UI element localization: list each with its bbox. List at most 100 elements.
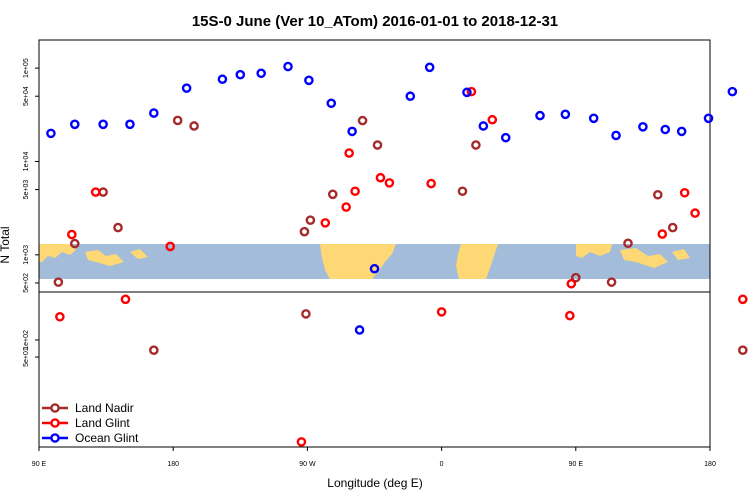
x-tick-label: 90 W xyxy=(299,461,316,468)
legend-label: Land Glint xyxy=(75,416,130,430)
x-axis: 90 E 180 90 W 0 90 E 180 xyxy=(32,447,716,468)
upper-land-glint-point xyxy=(320,218,331,228)
y-tick-label: 5e+02 xyxy=(23,273,30,293)
y-tick-label: 1e+05 xyxy=(23,58,30,78)
upper-ocean-glint-point xyxy=(660,124,671,135)
upper-land-glint-point xyxy=(426,178,436,189)
upper-land-glint-point xyxy=(384,178,395,188)
upper-land-nadir-point xyxy=(623,238,633,249)
map-land-africa xyxy=(456,244,498,279)
upper-ocean-glint-point xyxy=(703,113,714,124)
upper-ocean-glint-point xyxy=(69,119,80,130)
upper-ocean-glint-point xyxy=(326,98,337,109)
upper-land-glint-point xyxy=(165,241,176,252)
lower-land-glint-point xyxy=(565,310,575,321)
upper-ocean-glint-point xyxy=(462,87,472,98)
chart-title: 15S-0 June (Ver 10_ATom) 2016-01-01 to 2… xyxy=(192,13,558,30)
upper-land-nadir-point xyxy=(69,238,80,249)
upper-ocean-glint-point xyxy=(181,83,192,93)
upper-ocean-glint-point xyxy=(369,263,380,274)
upper-ocean-glint-point xyxy=(727,86,738,97)
x-tick-label: 180 xyxy=(704,461,716,468)
legend-marker xyxy=(50,418,60,428)
upper-ocean-glint-point xyxy=(560,109,571,120)
upper-ocean-glint-point xyxy=(676,126,687,137)
upper-land-nadir-point xyxy=(606,277,617,287)
map-land-australasia-right xyxy=(576,244,612,258)
upper-ocean-glint-point xyxy=(535,110,545,121)
upper-land-nadir-point xyxy=(53,277,64,287)
y-tick-label: 1e+04 xyxy=(23,152,30,172)
upper-land-glint-point xyxy=(67,229,77,240)
lower-land-glint-point xyxy=(436,307,447,317)
upper-land-nadir-point xyxy=(667,222,678,233)
upper-ocean-glint-point xyxy=(46,128,56,139)
upper-land-nadir-point xyxy=(172,115,183,126)
y-axis-upper: 5e+02 1e+03 5e+03 1e+04 5e+04 1e+05 xyxy=(23,58,39,293)
upper-ocean-glint-point xyxy=(500,132,511,143)
y-tick-label: 5e+04 xyxy=(23,86,30,106)
lower-land-nadir-point xyxy=(738,345,748,356)
upper-ocean-glint-point xyxy=(256,68,266,79)
upper-land-nadir-point xyxy=(299,226,310,237)
world-map-strip xyxy=(39,244,710,279)
upper-ocean-glint-point xyxy=(478,121,489,131)
lower-land-glint-point xyxy=(738,294,748,305)
y-tick-label: 1e+03 xyxy=(23,245,30,265)
lower-land-nadir-point xyxy=(149,345,159,356)
upper-land-nadir-point xyxy=(189,121,199,131)
upper-land-glint-point xyxy=(487,114,498,125)
upper-land-nadir-point xyxy=(113,222,123,233)
y-tick-label: 1e+02 xyxy=(23,330,30,350)
upper-ocean-glint-point xyxy=(98,119,108,130)
upper-ocean-glint-point xyxy=(125,119,135,130)
lower-land-glint-point xyxy=(55,311,65,322)
legend-marker xyxy=(50,433,60,443)
lower-land-nadir-point xyxy=(301,309,311,319)
upper-land-nadir-point xyxy=(571,272,581,283)
upper-land-nadir-point xyxy=(653,189,663,200)
x-tick-label: 90 E xyxy=(32,461,47,468)
upper-land-glint-point xyxy=(350,186,360,197)
lower-ocean-glint-point xyxy=(354,325,365,335)
upper-land-glint-point xyxy=(657,229,668,239)
upper-land-nadir-point xyxy=(327,189,338,200)
map-land-islands-right xyxy=(620,248,690,268)
x-axis-label: Longitude (deg E) xyxy=(327,476,422,490)
x-tick-label: 180 xyxy=(167,461,179,468)
upper-land-glint-point xyxy=(679,187,690,198)
legend-marker xyxy=(50,403,60,413)
upper-land-nadir-point xyxy=(98,187,108,197)
upper-land-glint-point xyxy=(690,208,700,218)
upper-ocean-glint-point xyxy=(588,113,599,124)
upper-panel-points xyxy=(46,61,738,289)
legend-label: Land Nadir xyxy=(75,401,134,415)
lower-land-glint-point xyxy=(120,294,131,305)
lower-panel-frame xyxy=(38,291,711,448)
upper-land-nadir-point xyxy=(357,115,368,126)
lower-panel-points xyxy=(55,294,748,447)
upper-land-glint-point xyxy=(566,278,577,289)
y-tick-label: 5e+01 xyxy=(23,347,30,367)
map-land-australasia-left xyxy=(39,244,76,262)
upper-land-nadir-point xyxy=(305,215,316,225)
y-tick-label: 5e+03 xyxy=(23,180,30,200)
map-land-islands-left xyxy=(85,249,148,266)
upper-ocean-glint-point xyxy=(283,61,293,72)
x-tick-label: 90 E xyxy=(569,461,584,468)
upper-land-nadir-point xyxy=(471,140,481,150)
x-tick-label: 0 xyxy=(440,461,444,468)
upper-land-glint-point xyxy=(341,202,351,212)
upper-ocean-glint-point xyxy=(405,91,416,102)
y-axis-label: N Total xyxy=(0,226,12,263)
upper-land-glint-point xyxy=(375,172,386,183)
upper-ocean-glint-point xyxy=(304,75,314,86)
legend-label: Ocean Glint xyxy=(75,431,139,445)
upper-land-nadir-point xyxy=(372,140,383,150)
upper-ocean-glint-point xyxy=(347,126,357,137)
upper-ocean-glint-point xyxy=(424,62,435,73)
upper-land-glint-point xyxy=(344,148,354,158)
upper-ocean-glint-point xyxy=(638,122,648,132)
